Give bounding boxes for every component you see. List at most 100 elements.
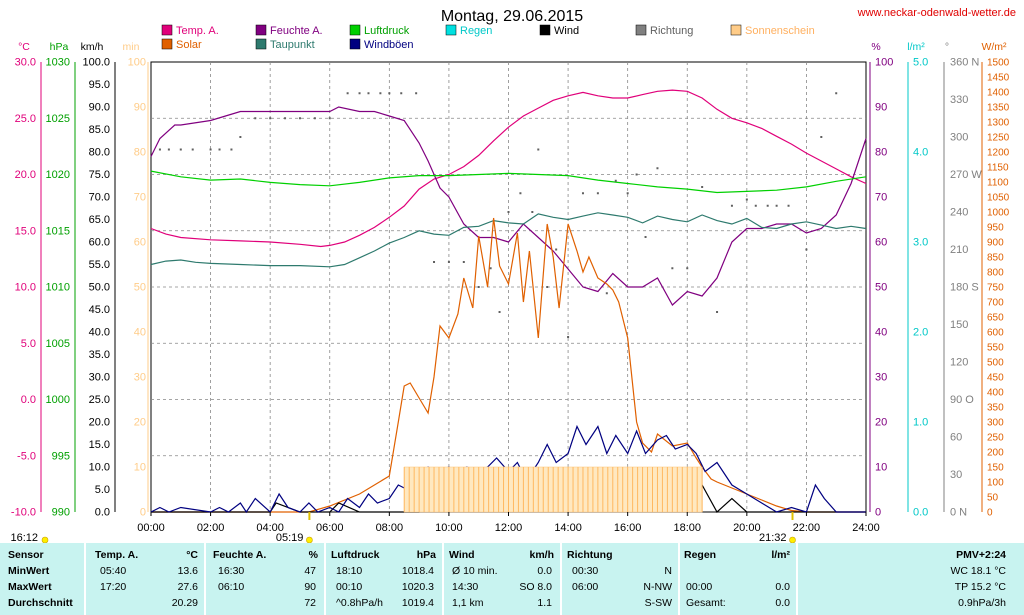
axis-tick-label: 30	[950, 469, 962, 481]
stats-header-press: Luftdruck	[331, 549, 380, 561]
axis-tick-label: 15.0	[89, 439, 110, 451]
stats-wind-val: 0.0	[537, 565, 552, 577]
stats-hum-time: 16:30	[218, 565, 245, 577]
x-tick-label: 00:00	[137, 522, 165, 534]
direction-point	[519, 192, 522, 195]
direction-point	[596, 192, 599, 195]
x-tick-label: 12:00	[495, 522, 523, 534]
axis-tick-label: 0.0	[21, 394, 36, 406]
axis-tick-label: 15.0	[15, 225, 36, 237]
axis-tick-label: 0	[987, 508, 993, 519]
x-tick-label: 10:00	[435, 522, 463, 534]
legend-label: Windböen	[364, 39, 414, 51]
direction-point	[367, 92, 370, 95]
axis-tick-label: 995	[52, 450, 70, 462]
axis-tick-label: 0.0	[95, 507, 110, 519]
axis-tick-label: 270 W	[950, 169, 982, 181]
axis-tick-label: 1025	[46, 113, 70, 125]
direction-point	[555, 248, 558, 251]
x-tick-label: 22:00	[793, 522, 821, 534]
axis-tick-label: 1450	[987, 73, 1010, 84]
legend-label: Richtung	[650, 25, 693, 37]
axis-tick-label: 10.0	[89, 462, 110, 474]
stats-pmv: TP 15.2 °C	[954, 581, 1006, 593]
direction-point	[433, 261, 436, 263]
stats-hum-val: 90	[304, 581, 316, 593]
legend-swatch	[255, 38, 267, 50]
sunrise-sun-icon	[306, 536, 313, 543]
stats-hum-val: 72	[304, 597, 316, 609]
axis-tick-label: 4.0	[913, 147, 928, 159]
axis-tick-label: 250	[987, 433, 1004, 444]
stats-header-dir: Richtung	[567, 549, 613, 561]
left-time-marker: 16:12	[10, 532, 38, 543]
direction-point	[820, 136, 823, 138]
axis-tick-label: 90 O	[950, 394, 974, 406]
axis-tick-label: 10	[134, 462, 146, 474]
direction-point	[284, 117, 287, 120]
axis-tick-label: 20	[875, 417, 887, 429]
axis-tick-label: 75.0	[89, 169, 110, 181]
axis-tick-label: 90.0	[89, 102, 110, 114]
axis-tick-label: 50	[987, 493, 999, 504]
direction-point	[346, 92, 349, 95]
x-tick-label: 18:00	[673, 522, 701, 534]
axis-unit-label: %	[871, 41, 880, 53]
stats-header-rain: Regen	[684, 549, 717, 561]
stats-header-temp-unit: °C	[186, 549, 198, 561]
direction-point	[805, 248, 808, 251]
axis-tick-label: 1150	[987, 163, 1009, 174]
axis-tick-label: 330	[950, 94, 968, 106]
axis-unit-label: km/h	[81, 41, 104, 53]
x-tick-label: 02:00	[197, 522, 225, 534]
direction-point	[507, 211, 510, 213]
direction-point	[298, 117, 301, 120]
stats-press-val: 1018.4	[401, 565, 434, 577]
axis-tick-label: 1005	[46, 338, 70, 350]
direction-point	[644, 236, 647, 238]
direction-point	[730, 204, 733, 207]
direction-point	[835, 92, 838, 95]
stats-header-rain-unit: l/m²	[771, 549, 790, 561]
axis-tick-label: 1300	[987, 118, 1010, 129]
x-tick-label: 24:00	[852, 522, 880, 534]
legend-swatch	[445, 24, 457, 36]
axis-tick-label: 1000	[46, 394, 70, 406]
stats-label: MinWert	[8, 565, 50, 577]
axis-tick-label: 500	[987, 358, 1004, 369]
legend-label: Wind	[554, 25, 579, 37]
direction-point	[254, 117, 257, 120]
direction-point	[716, 311, 719, 313]
axis-tick-label: 450	[987, 373, 1004, 384]
legend-label: Regen	[460, 25, 492, 37]
direction-point	[167, 148, 170, 151]
legend-swatch	[730, 24, 742, 36]
chart-title: Montag, 29.06.2015	[441, 8, 583, 25]
direction-point	[489, 267, 492, 270]
direction-point	[379, 92, 382, 95]
direction-point	[581, 192, 584, 195]
axis-tick-label: 1030	[46, 57, 70, 69]
series-line-temp	[150, 89, 867, 248]
axis-tick-label: 1050	[987, 193, 1010, 204]
site-link[interactable]: www.neckar-odenwald-wetter.de	[857, 7, 1016, 19]
axis-tick-label: 800	[987, 268, 1004, 279]
legend-swatch	[161, 24, 173, 36]
series-sun	[403, 466, 703, 513]
axis-tick-label: 80.0	[89, 147, 110, 159]
direction-point	[239, 136, 242, 138]
axis-tick-label: 35.0	[89, 349, 110, 361]
stats-wind-time: Ø 10 min.	[452, 565, 498, 577]
direction-point	[605, 292, 608, 295]
axis-tick-label: 1400	[987, 88, 1010, 99]
stats-label: Durchschnitt	[8, 597, 73, 609]
direction-point	[462, 261, 465, 263]
stats-header-press-unit: hPa	[416, 549, 436, 561]
x-tick-label: 06:00	[316, 522, 344, 534]
direction-point	[313, 117, 316, 120]
direction-point	[775, 204, 778, 207]
direction-point	[787, 204, 790, 207]
sunrise-time: 05:19	[276, 532, 304, 543]
stats-header-hum: Feuchte A.	[213, 549, 267, 561]
axis-tick-label: 300	[987, 418, 1004, 429]
